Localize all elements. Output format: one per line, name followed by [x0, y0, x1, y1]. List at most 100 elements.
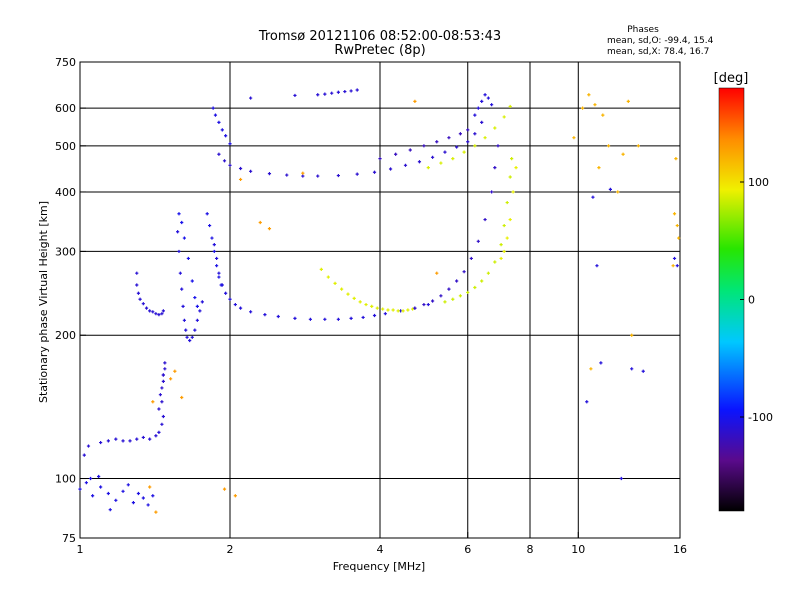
data-point: [263, 312, 267, 317]
data-point: [422, 144, 426, 148]
data-point: [151, 400, 155, 404]
data-point: [108, 508, 112, 512]
data-point: [301, 171, 305, 175]
data-point: [469, 256, 473, 261]
data-point: [451, 157, 455, 161]
data-point: [505, 236, 509, 240]
y-tick-label: 600: [55, 102, 76, 115]
data-point: [293, 93, 297, 98]
data-point: [333, 281, 337, 286]
data-point: [161, 309, 165, 313]
data-point: [630, 367, 634, 371]
data-point: [480, 120, 484, 124]
data-point: [343, 89, 347, 94]
x-tick-label: 6: [464, 543, 471, 556]
colorbar-tick-label: 100: [748, 176, 769, 189]
x-tick-label: 2: [227, 543, 234, 556]
data-point: [212, 243, 216, 247]
data-point: [621, 152, 625, 156]
data-point: [97, 474, 101, 479]
data-point: [447, 287, 451, 291]
data-point: [490, 190, 494, 194]
data-point: [511, 190, 515, 194]
data-point: [455, 145, 459, 149]
data-point: [394, 152, 398, 156]
data-point: [135, 437, 139, 441]
data-point: [677, 236, 681, 240]
data-point: [426, 166, 430, 170]
data-point: [486, 96, 490, 100]
data-point: [597, 166, 601, 170]
data-point: [228, 142, 232, 146]
data-point: [372, 170, 377, 174]
data-point: [388, 167, 393, 171]
data-point: [408, 148, 412, 152]
data-point: [177, 212, 181, 216]
data-point: [587, 93, 591, 97]
data-point: [375, 306, 379, 310]
data-point: [435, 271, 439, 275]
data-point: [258, 220, 262, 225]
x-axis-ticks: 1 2 4 6 8 10 16: [77, 532, 687, 556]
data-point: [572, 136, 576, 140]
data-point: [82, 453, 86, 457]
data-point: [439, 294, 443, 298]
data-point: [106, 439, 110, 443]
data-point: [188, 338, 192, 343]
data-point: [674, 157, 678, 161]
data-point: [146, 503, 150, 507]
y-tick-label: 400: [55, 186, 76, 199]
data-point: [220, 128, 224, 132]
data-point: [181, 304, 185, 308]
data-point: [422, 302, 426, 307]
data-point: [157, 312, 161, 317]
data-point: [486, 271, 490, 275]
data-point: [349, 316, 353, 320]
data-point: [493, 166, 497, 170]
data-point: [249, 169, 253, 173]
data-point: [184, 328, 188, 332]
data-point: [323, 92, 327, 96]
data-point: [99, 440, 103, 445]
data-point: [180, 287, 184, 291]
data-point: [499, 243, 503, 247]
data-point: [141, 496, 145, 500]
data-point: [490, 103, 494, 107]
data-point: [364, 302, 368, 307]
data-point: [210, 236, 214, 240]
y-tick-label: 75: [62, 532, 76, 545]
data-point: [99, 485, 103, 489]
data-point: [636, 144, 640, 148]
data-point: [267, 227, 272, 231]
data-point: [190, 279, 194, 283]
data-point: [193, 328, 197, 332]
data-point: [426, 302, 430, 307]
data-point: [193, 295, 197, 300]
data-point: [106, 491, 110, 496]
data-point: [378, 157, 382, 161]
data-point: [386, 308, 390, 312]
data-point: [126, 483, 130, 487]
data-point: [406, 308, 410, 312]
data-point: [160, 312, 164, 316]
data-point: [473, 113, 477, 117]
x-tick-label: 10: [571, 543, 585, 556]
data-point: [466, 290, 470, 295]
data-point: [352, 296, 356, 301]
data-point: [473, 132, 477, 136]
data-point: [508, 175, 512, 179]
phases-x-stats: mean, sd,X: 78.4, 16.7: [607, 47, 709, 57]
data-point: [148, 309, 152, 313]
data-point: [439, 161, 443, 165]
data-point: [151, 310, 155, 314]
data-point: [336, 317, 340, 321]
phases-heading: Phases: [627, 25, 659, 35]
data-point: [185, 335, 189, 339]
x-tick-label: 8: [527, 543, 534, 556]
data-point: [514, 166, 518, 170]
data-point: [480, 99, 484, 103]
data-point: [141, 302, 145, 306]
data-point: [169, 377, 173, 381]
data-point: [595, 264, 599, 268]
data-point: [505, 200, 509, 205]
